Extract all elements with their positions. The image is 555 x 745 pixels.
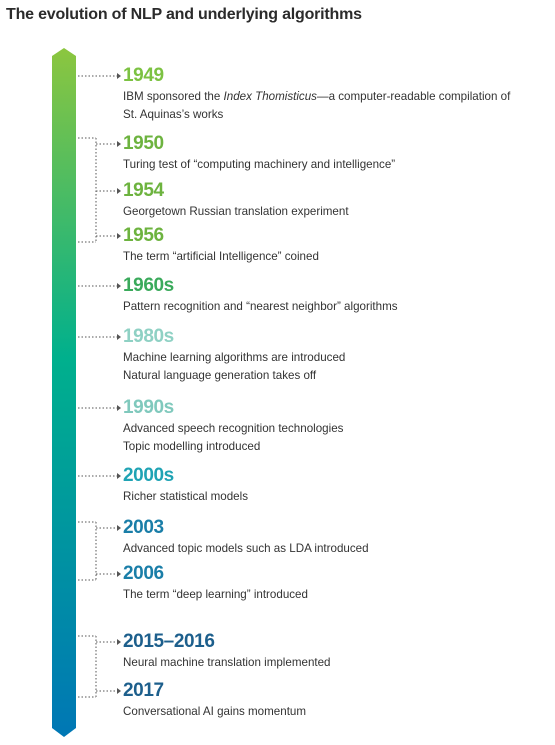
- entry-description: St. Aquinas’s works: [123, 107, 224, 121]
- entry-description: The term “deep learning” introduced: [123, 588, 308, 601]
- timeline-entry: 1949 IBM sponsored the Index Thomisticus—…: [123, 66, 548, 123]
- entry-description: Richer statistical models: [123, 490, 248, 503]
- timeline-entry: 2017 Conversational AI gains momentum: [123, 681, 548, 721]
- timeline-entry: 1950 Turing test of “computing machinery …: [123, 134, 548, 174]
- connector-arrowhead: [117, 233, 121, 239]
- entry-description: Machine learning algorithms are introduc…: [123, 351, 346, 364]
- entry-year: 1949: [123, 65, 164, 86]
- connector-arrowhead: [117, 405, 121, 411]
- timeline-entry: 1990s Advanced speech recognition technol…: [123, 398, 548, 455]
- timeline-bar: [52, 48, 76, 737]
- timeline-entry: 2015–2016 Neural machine translation impl…: [123, 632, 548, 672]
- connector-arrowhead: [117, 571, 121, 577]
- entry-description: Advanced speech recognition technologies: [123, 422, 344, 435]
- entry-description: Natural language generation takes off: [123, 368, 317, 382]
- entry-description: Advanced topic models such as LDA introd…: [123, 542, 369, 555]
- description-text: —a computer-readable compilation of: [316, 90, 511, 103]
- timeline-entry: 1960s Pattern recognition and “nearest ne…: [123, 276, 548, 316]
- connector-arrowhead: [117, 283, 121, 289]
- connector-arrowhead: [117, 639, 121, 645]
- entry-year: 2015–2016: [123, 631, 215, 652]
- entry-description: Conversational AI gains momentum: [123, 705, 307, 718]
- timeline-entry: 2003 Advanced topic models such as LDA in…: [123, 518, 548, 558]
- entry-year: 2000s: [123, 465, 174, 486]
- entry-description: Turing test of “computing machinery and …: [123, 158, 396, 171]
- publication-title: Index Thomisticus: [223, 90, 317, 103]
- connector-arrowhead: [117, 473, 121, 479]
- entry-description: IBM sponsored the Index Thomisticus—a co…: [123, 88, 548, 106]
- timeline-entry: 2000s Richer statistical models: [123, 466, 548, 506]
- timeline-arrowheads: [117, 73, 121, 694]
- connector-arrowhead: [117, 525, 121, 531]
- entry-year: 1990s: [123, 397, 174, 418]
- entry-year: 2003: [123, 517, 164, 538]
- timeline-entry: 2006 The term “deep learning” introduced: [123, 564, 548, 604]
- entry-description: Georgetown Russian translation experimen…: [123, 205, 349, 218]
- connector-arrowhead: [117, 141, 121, 147]
- entry-description: The term “artificial Intelligence” coine…: [123, 250, 319, 263]
- connector-arrowhead: [117, 73, 121, 79]
- entry-description: Pattern recognition and “nearest neighbo…: [123, 300, 398, 313]
- entry-description: Neural machine translation implemented: [123, 656, 331, 669]
- timeline-entry: 1954 Georgetown Russian translation exper…: [123, 181, 548, 221]
- connector-arrowhead: [117, 334, 121, 340]
- entry-description: Topic modelling introduced: [123, 439, 261, 453]
- entry-year: 1950: [123, 133, 164, 154]
- timeline-connectors: [78, 75, 118, 698]
- entry-year: 1954: [123, 180, 164, 201]
- entry-year: 1980s: [123, 326, 174, 347]
- entry-year: 2006: [123, 563, 164, 584]
- entry-year: 1960s: [123, 275, 174, 296]
- timeline-entry: 1980s Machine learning algorithms are int…: [123, 327, 548, 384]
- timeline-entry: 1956 The term “artificial Intelligence” c…: [123, 226, 548, 266]
- page-title: The evolution of NLP and underlying algo…: [6, 6, 362, 23]
- connector-arrowhead: [117, 188, 121, 194]
- connector-arrowhead: [117, 688, 121, 694]
- description-text: IBM sponsored the: [123, 90, 224, 103]
- entry-year: 2017: [123, 680, 164, 701]
- entry-year: 1956: [123, 225, 164, 246]
